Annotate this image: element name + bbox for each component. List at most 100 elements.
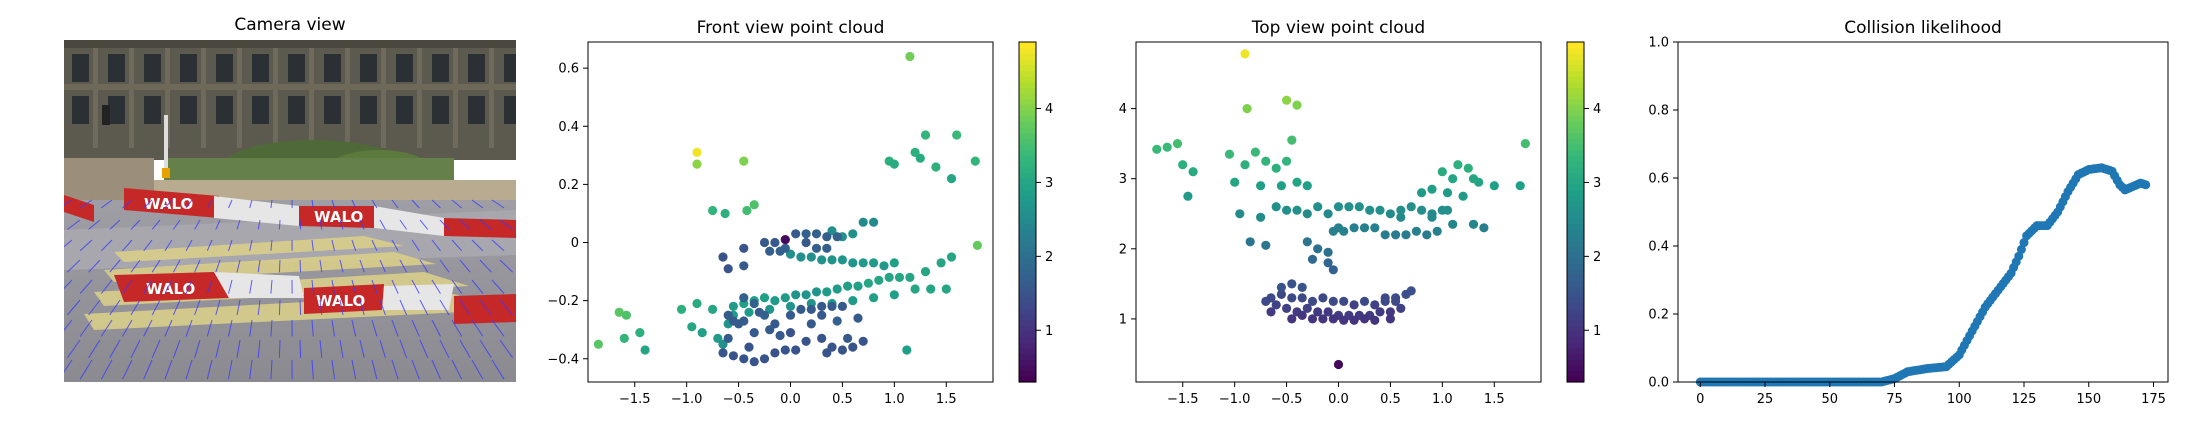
colorbar-segment xyxy=(1567,104,1584,111)
flow-arrow xyxy=(331,359,335,380)
x-tick-label: −1.5 xyxy=(619,392,651,407)
colorbar-segment xyxy=(1567,348,1584,355)
flow-arrow xyxy=(236,259,241,273)
scatter-point xyxy=(1396,303,1406,313)
colorbar-segment xyxy=(1567,212,1584,219)
flow-arrow xyxy=(249,359,253,380)
scatter-point xyxy=(785,301,796,311)
flow-arrow xyxy=(122,239,133,252)
colorbar-segment xyxy=(1567,291,1584,298)
y-tick-label: −0.4 xyxy=(547,352,579,367)
scatter-point xyxy=(770,237,780,248)
flow-arrow xyxy=(151,339,161,359)
scatter-point xyxy=(811,243,822,253)
colorbar-segment xyxy=(1567,132,1584,139)
flow-arrow xyxy=(451,199,463,209)
flow-arrow xyxy=(270,279,273,294)
scatter-point xyxy=(817,255,827,265)
scatter-point xyxy=(817,310,827,320)
colorbar-segment xyxy=(1567,353,1584,360)
colorbar-segment xyxy=(1019,319,1036,326)
scatter-point xyxy=(1261,296,1271,306)
scatter-point xyxy=(635,328,645,338)
flow-arrow xyxy=(471,359,484,380)
scatter-point xyxy=(1479,223,1489,233)
flow-arrow xyxy=(391,199,399,209)
scatter-point xyxy=(775,246,785,256)
scatter-point xyxy=(1448,219,1458,229)
x-tick-label: 1.5 xyxy=(1484,392,1505,407)
scatter-point xyxy=(1474,177,1484,187)
optical-flow-arrows xyxy=(64,199,514,380)
flow-arrow xyxy=(194,339,201,358)
scatter-point xyxy=(749,200,759,210)
flow-arrow xyxy=(411,319,420,337)
colorbar-segment xyxy=(1019,144,1036,151)
scatter-point xyxy=(791,345,801,355)
scatter-point xyxy=(801,290,811,300)
flow-arrow xyxy=(431,239,441,252)
scatter-point xyxy=(765,325,775,335)
colorbar-segment xyxy=(1019,308,1036,315)
scatter-point xyxy=(1323,258,1333,268)
flow-arrow xyxy=(194,219,201,230)
flow-arrow xyxy=(64,319,73,331)
scatter-point xyxy=(1448,174,1458,184)
scatter-point xyxy=(1240,160,1250,170)
colorbar-segment xyxy=(1019,183,1036,190)
y-tick-label: −0.2 xyxy=(547,294,579,309)
scatter-point xyxy=(708,304,718,314)
scatter-point xyxy=(1396,212,1406,222)
line-marker xyxy=(2019,238,2029,248)
colorbar-segment xyxy=(1019,161,1036,168)
flow-arrow xyxy=(459,219,471,230)
flow-arrow xyxy=(439,219,450,230)
scatter-point xyxy=(972,240,982,250)
colorbar-segment xyxy=(1019,59,1036,66)
scatter-point xyxy=(1391,296,1401,306)
flow-arrow xyxy=(491,319,505,337)
colorbar-segment xyxy=(1019,353,1036,360)
flow-arrow xyxy=(351,239,357,251)
y-tick-label: 0 xyxy=(571,236,579,251)
colorbar-segment xyxy=(1567,121,1584,128)
scatter-point xyxy=(723,310,733,320)
flow-arrow xyxy=(278,299,281,316)
scatter-point xyxy=(853,281,863,291)
scatter-point xyxy=(791,290,801,300)
scatter-point xyxy=(1162,142,1172,152)
x-tick-label: −0.5 xyxy=(1271,392,1303,407)
scatter-point xyxy=(697,328,707,338)
scatter-point xyxy=(749,357,759,367)
scatter-point xyxy=(889,258,899,268)
scatter-point xyxy=(848,296,858,306)
scatter-point xyxy=(1489,181,1499,191)
flow-arrow xyxy=(379,339,386,358)
scatter-point xyxy=(1230,177,1240,187)
colorbar-segment xyxy=(1567,87,1584,94)
scatter-point xyxy=(905,51,915,62)
flow-arrow xyxy=(411,199,420,209)
flow-arrow xyxy=(151,299,161,316)
flow-arrow xyxy=(319,259,323,273)
scatter-point xyxy=(1411,226,1421,236)
flow-arrow xyxy=(185,239,193,252)
flow-arrow xyxy=(130,339,141,359)
scatter-point xyxy=(1396,205,1406,215)
scatter-point xyxy=(1380,293,1390,303)
colorbar-segment xyxy=(1567,234,1584,241)
scatter-point xyxy=(1307,254,1318,264)
flow-arrow xyxy=(299,339,302,358)
flow-arrow xyxy=(64,239,73,248)
flow-arrow xyxy=(499,299,513,316)
camera-title: Camera view xyxy=(234,15,346,35)
scatter-point xyxy=(874,275,884,285)
colorbar-segment xyxy=(1567,268,1584,275)
scatter-point xyxy=(765,246,775,256)
flow-arrow xyxy=(499,259,513,273)
scatter-point xyxy=(843,281,853,291)
colorbar-tick-label: 1 xyxy=(1045,324,1053,339)
flow-arrow xyxy=(311,359,314,380)
flow-arrow xyxy=(215,219,221,230)
